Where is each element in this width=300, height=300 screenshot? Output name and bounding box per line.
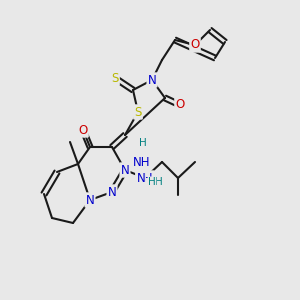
Text: N: N xyxy=(85,194,94,206)
Text: N: N xyxy=(121,164,129,176)
Text: O: O xyxy=(176,98,184,112)
Text: S: S xyxy=(111,71,119,85)
Text: O: O xyxy=(78,124,88,136)
Text: H: H xyxy=(139,138,147,148)
Text: S: S xyxy=(134,106,142,118)
Text: H: H xyxy=(148,177,156,187)
Text: NH: NH xyxy=(136,172,154,184)
Text: NH: NH xyxy=(133,155,151,169)
Text: H: H xyxy=(155,177,163,187)
Text: H: H xyxy=(139,138,147,148)
Text: O: O xyxy=(190,38,200,52)
Text: N: N xyxy=(148,74,156,86)
Text: N: N xyxy=(136,172,146,184)
Text: N: N xyxy=(108,185,116,199)
